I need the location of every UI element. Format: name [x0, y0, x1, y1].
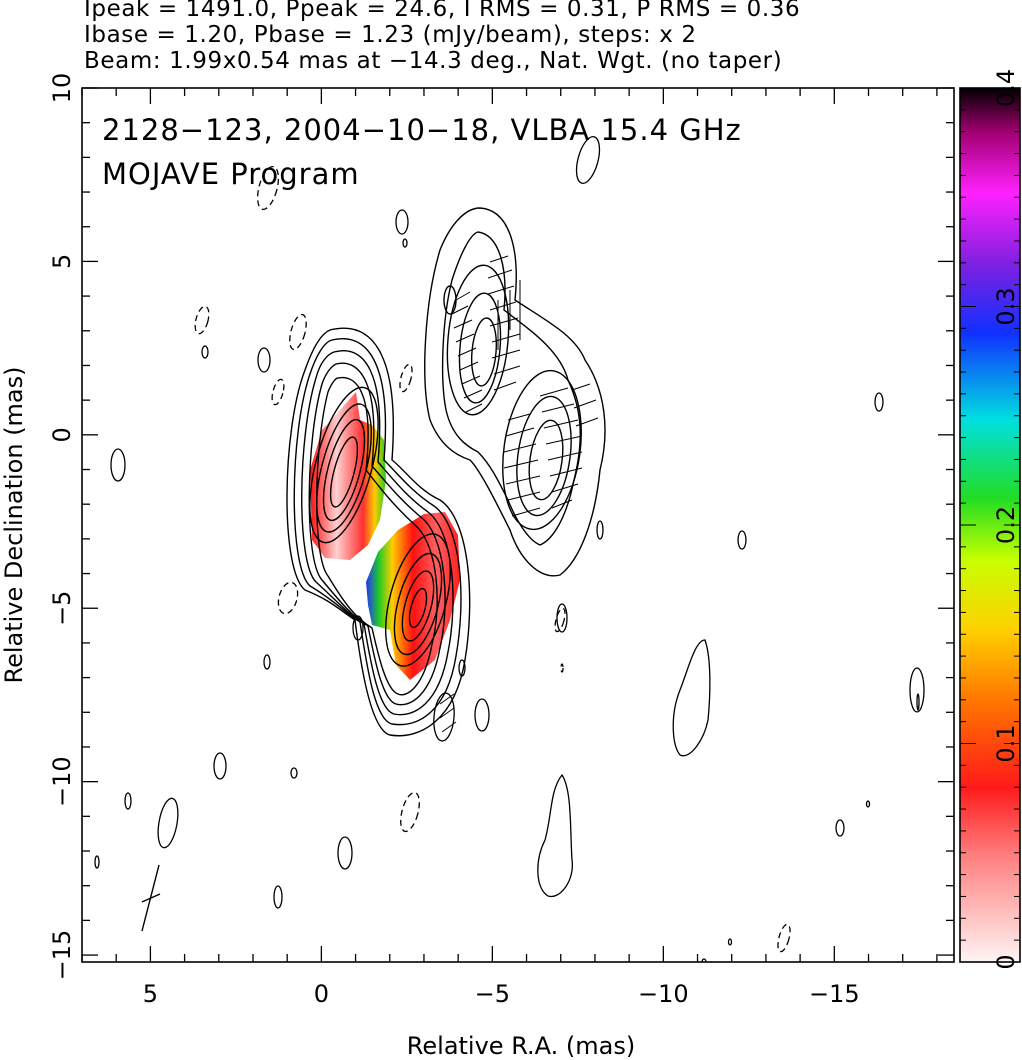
colorbar-ticks: [960, 87, 1020, 963]
header-line-2: Ibase = 1.20, Pbase = 1.23 (mJy/beam), s…: [84, 22, 697, 48]
header-line-3: Beam: 1.99x0.54 mas at −14.3 deg., Nat. …: [84, 48, 783, 74]
x-tick-label: −5: [475, 980, 510, 1008]
x-tick-label: −10: [638, 980, 689, 1008]
restoring-beam: [141, 864, 161, 932]
intensity-contours: [286, 207, 606, 737]
x-tick-labels: 5 0 −5 −10 −15: [143, 980, 860, 1008]
y-tick-label: −15: [48, 930, 76, 981]
core-polarization-image: [310, 392, 386, 560]
header-line-1: Ipeak = 1491.0, Ppeak = 24.6, I RMS = 0.…: [84, 0, 801, 22]
plot-frame: [81, 87, 955, 963]
y-tick-label: 0: [48, 427, 76, 442]
colorbar-tick-label: 0.4: [992, 69, 1020, 107]
colorbar-tick-labels: 0 0.1 0.2 0.3 0.4: [992, 69, 1020, 970]
y-tick-labels: 10 5 0 −5 −10 −15: [48, 73, 76, 981]
x-tick-label: −15: [809, 980, 860, 1008]
y-axis-label: Relative Declination (mas): [0, 366, 28, 683]
colorbar-tick-label: 0.2: [992, 506, 1020, 544]
plot-title: 2128−123, 2004−10−18, VLBA 15.4 GHz: [102, 113, 742, 147]
y-tick-label: −10: [48, 756, 76, 807]
noise-contours: [94, 136, 925, 962]
x-axis-label: Relative R.A. (mas): [407, 1032, 635, 1060]
axis-ticks: [81, 87, 954, 962]
plot-subtitle: MOJAVE Program: [102, 157, 360, 191]
x-tick-label: 5: [143, 980, 158, 1008]
x-tick-label: 0: [314, 980, 329, 1008]
negative-noise-contours: [194, 165, 791, 953]
colorbar-tick-label: 0.1: [992, 724, 1020, 762]
jet-polarization-image: [366, 512, 460, 680]
colorbar-tick-label: 0.3: [992, 287, 1020, 325]
y-tick-label: −5: [48, 591, 76, 626]
y-tick-label: 10: [48, 73, 76, 104]
y-tick-label: 5: [48, 254, 76, 269]
colorbar-tick-label: 0: [992, 954, 1020, 969]
